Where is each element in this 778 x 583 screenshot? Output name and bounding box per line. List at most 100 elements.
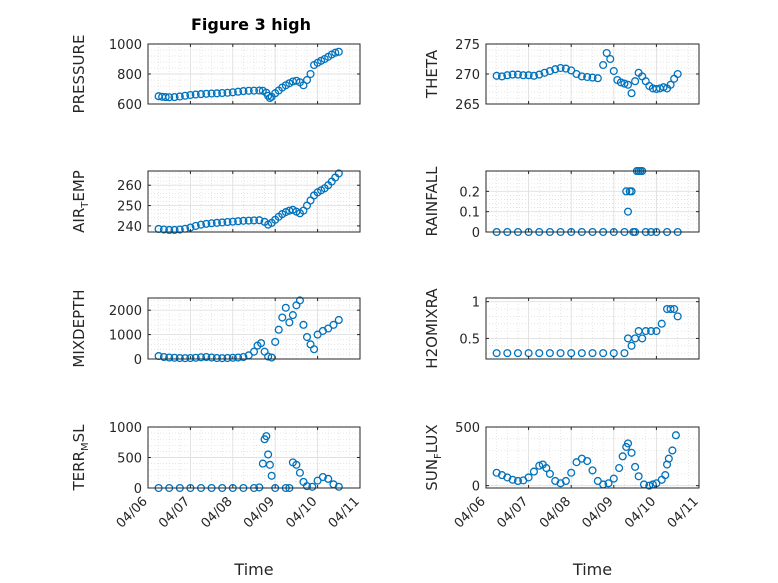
data-point: [207, 353, 216, 362]
data-point: [545, 66, 554, 76]
data-point: [228, 353, 237, 362]
data-point: [659, 83, 668, 92]
y-tick-label: 275: [455, 38, 480, 53]
data-point: [577, 72, 586, 81]
data-point: [334, 169, 343, 178]
data-point: [334, 315, 343, 325]
y-tick-label: 250: [117, 200, 142, 215]
y-tick-label: 1000: [109, 329, 142, 344]
y-tick-label: 1000: [109, 421, 142, 436]
subplot-4: 0 0.1 0.2 RAINFALL: [423, 166, 700, 241]
data-point: [313, 476, 322, 485]
data-point: [239, 352, 248, 362]
subplot-5: 0 1000 2000 MIXDEPTH: [70, 289, 361, 368]
y-tick-label: 2000: [109, 304, 142, 319]
data-point: [161, 93, 170, 102]
y-tick-label: 0: [134, 353, 142, 368]
y-tick-label: 270: [455, 68, 480, 83]
data-point: [588, 349, 597, 358]
data-point: [308, 482, 317, 491]
data-point: [249, 216, 259, 225]
data-point: [623, 80, 633, 89]
x-axis-label: Time: [233, 560, 273, 579]
y-tick-label: 265: [455, 98, 480, 113]
data-point: [170, 93, 179, 102]
data-point: [652, 327, 661, 336]
data-point: [196, 353, 206, 362]
data-point: [334, 47, 343, 56]
axes-box: [485, 170, 700, 233]
y-tick-label: 1: [472, 296, 480, 311]
data-point: [159, 352, 168, 362]
data-point: [545, 469, 554, 478]
data-point: [620, 349, 629, 358]
data-point: [529, 467, 538, 476]
y-axis-label: PRESSURE: [70, 35, 88, 114]
data-point: [202, 352, 211, 362]
data-point: [265, 93, 274, 103]
data-point: [535, 349, 544, 358]
x-tick-label: 04/07: [494, 494, 531, 531]
data-point: [551, 65, 560, 74]
data-point: [228, 88, 237, 97]
data-point: [623, 439, 633, 448]
data-point: [302, 75, 312, 85]
figure-title: Figure 3 high: [191, 15, 311, 34]
data-point: [545, 349, 554, 358]
data-point: [196, 90, 206, 99]
data-point: [170, 353, 179, 362]
subplot-1: 600 800 1000 PRESSURE: [70, 35, 361, 114]
data-point: [634, 472, 643, 481]
data-point: [191, 221, 200, 230]
data-point: [202, 219, 211, 228]
data-point: [249, 86, 259, 95]
data-point: [244, 86, 253, 95]
data-point: [583, 456, 592, 466]
data-point: [623, 207, 633, 216]
axes-box: [485, 426, 700, 489]
data-point: [524, 71, 533, 80]
data-point: [647, 327, 656, 336]
data-point: [212, 353, 221, 363]
data-point: [329, 320, 338, 329]
data-point: [324, 474, 333, 483]
data-point: [627, 341, 636, 350]
data-point: [652, 84, 661, 94]
data-point: [292, 460, 301, 469]
data-point: [218, 89, 227, 98]
data-point: [615, 464, 624, 473]
data-point: [561, 476, 570, 486]
data-point: [657, 319, 666, 328]
data-point: [631, 77, 640, 86]
y-tick-label: 0: [472, 480, 480, 495]
data-point: [302, 332, 312, 342]
data-point: [175, 353, 184, 363]
data-point: [212, 89, 221, 98]
x-tick-label: 04/06: [452, 494, 489, 531]
x-tick-label: 04/08: [537, 494, 574, 531]
data-point: [181, 354, 190, 363]
data-point: [535, 70, 544, 79]
data-point: [255, 483, 264, 492]
y-tick-label: 0.2: [459, 185, 480, 200]
data-point: [668, 446, 677, 455]
data-point: [542, 464, 551, 473]
data-point: [165, 93, 174, 102]
data-point: [306, 69, 315, 79]
data-point: [207, 89, 216, 98]
data-point: [267, 471, 276, 480]
data-point: [519, 71, 528, 80]
subplot-3: 240 250 260 AIRTEMP: [70, 169, 361, 235]
data-point: [503, 71, 512, 80]
data-point: [583, 72, 592, 82]
data-point: [606, 54, 615, 64]
y-axis-label: MIXDEPTH: [70, 289, 88, 367]
data-point: [535, 461, 544, 470]
axes-box: [147, 297, 361, 360]
data-point: [310, 345, 319, 354]
data-point: [599, 60, 608, 70]
x-tick-label: 04/10: [622, 494, 659, 531]
data-point: [666, 304, 675, 314]
data-point: [228, 217, 237, 226]
data-point: [257, 339, 266, 348]
